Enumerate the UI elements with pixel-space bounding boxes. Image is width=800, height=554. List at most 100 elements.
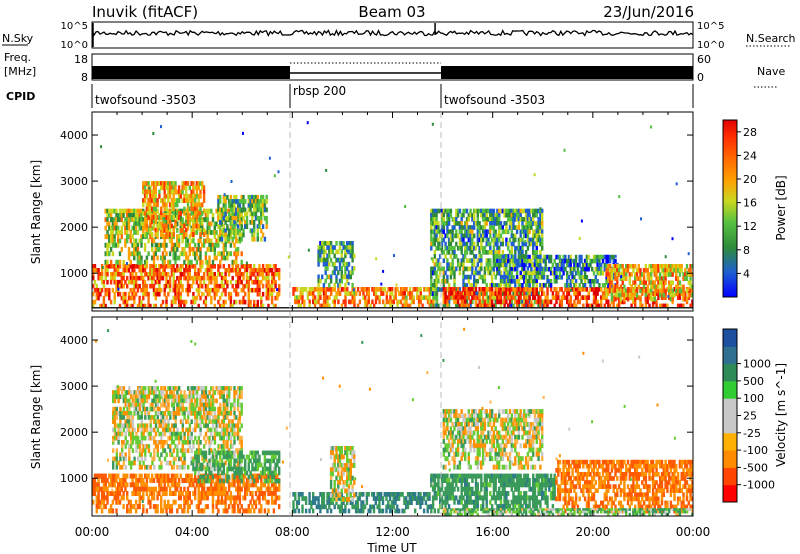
power-cell [179,193,182,199]
power-cell [521,221,524,226]
power-cell [519,212,522,218]
power-cell [335,274,338,280]
velocity-cell [100,486,104,492]
velocity-cell [128,402,131,408]
power-cell [204,230,208,235]
power-cell [229,234,233,240]
power-cell [219,230,222,235]
power-cell [469,212,472,218]
power-cell [170,264,174,269]
power-cell [612,268,615,273]
velocity-cell [161,508,165,514]
velocity-cell [202,495,206,501]
power-cell [478,291,481,296]
velocity-cell [138,491,141,496]
velocity-cell [265,499,268,505]
power-cell [202,279,206,285]
power-cell [483,225,487,230]
power-cell [410,291,414,296]
power-cell [353,295,356,300]
power-cell [335,249,338,255]
power-cell [616,264,619,269]
power-cell [195,295,199,301]
power-cell [215,283,218,289]
power-cell [134,264,138,269]
power-cell [592,291,596,296]
power-cell [465,245,469,251]
velocity-cell [158,482,161,488]
velocity-cell [208,491,211,496]
power-cell [553,287,556,292]
power-cell [120,279,123,285]
power-cell [687,272,690,277]
velocity-cell [115,386,118,391]
power-cell [385,299,388,305]
power-cell [689,288,692,294]
power-cell [156,181,159,186]
power-cell [528,299,531,305]
power-cell [179,189,182,195]
power-cell [134,291,138,297]
power-cell [158,264,161,269]
power-cell [496,262,499,268]
power-cell [113,275,116,281]
power-cell [598,287,601,292]
power-cell [574,258,578,264]
power-cell [657,284,660,290]
power-cell [435,274,438,280]
velocity-cell [138,452,142,458]
power-cell [324,287,327,292]
power-cell [152,198,156,203]
power-cell [104,242,107,248]
power-cell [181,227,184,233]
power-cell [106,247,109,252]
velocity-cell [263,482,267,488]
power-cell [179,221,182,227]
power-cell [222,251,225,257]
power-cell [610,268,614,273]
velocity-cell [126,473,129,479]
power-cell [460,217,463,222]
power-cell [217,207,220,213]
power-cell [140,299,143,305]
power-cell [251,287,254,293]
power-cell [439,262,442,268]
velocity-cell [121,394,124,400]
power-cell [324,261,327,267]
power-cell [685,272,689,277]
power-cell [465,250,469,255]
power-cell [449,229,453,235]
velocity-cell [274,473,277,479]
power-cell [499,262,503,268]
velocity-cell [165,486,168,492]
velocity-cell [129,423,133,429]
power-cell [124,264,127,269]
velocity-cell [113,427,117,433]
velocity-cell [100,499,104,505]
power-cell [222,264,225,269]
power-cell [333,253,336,259]
power-cell [278,272,281,277]
power-cell [133,238,136,244]
power-cell [261,232,265,238]
power-cell [176,221,179,227]
power-cell [562,295,565,300]
power-cell [437,208,440,214]
power-cell [498,225,501,230]
power-cell [186,264,190,269]
power-cell [501,279,504,284]
velocity-cell [126,440,129,445]
velocity-cell [124,440,127,445]
power-cell [172,255,175,261]
velocity-cell [256,495,259,501]
power-cell [192,279,195,285]
power-cell [598,270,601,276]
power-cell [533,278,537,284]
power-cell [145,223,149,229]
power-cell [489,270,492,276]
power-cell [537,270,540,276]
power-cell [421,295,424,300]
power-cell [235,211,238,217]
freq-tick-bottom: 8 [81,71,88,84]
power-cell [219,211,222,217]
